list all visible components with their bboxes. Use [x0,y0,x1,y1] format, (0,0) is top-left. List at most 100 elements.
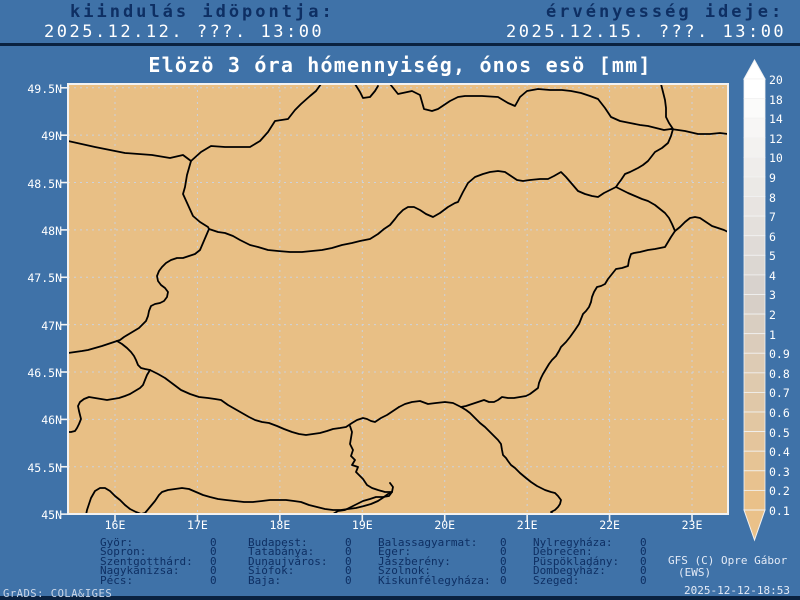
station-value: 0 [640,564,647,578]
colorbar-segment [743,372,766,393]
station-name: Balassagyarmat: [378,536,478,549]
lon-tick-label: 19E [351,518,373,532]
colorbar-tick-label: 0.2 [769,484,790,499]
station-value: 0 [210,573,217,587]
valid-time-value: 2025.12.15. ???. 13:00 [506,22,787,42]
station-value: 0 [500,545,507,559]
lon-tick-label: 16E [104,518,126,532]
colorbar-tick-label: 0.8 [769,366,790,381]
colorbar-segment [743,392,766,413]
station-value: 0 [210,545,217,559]
graticule-grid [68,84,728,514]
colorbar-tick-label: 0.7 [769,386,790,401]
lat-tick-label: 45N [41,508,62,523]
colorbar-segment [743,78,766,99]
station-name: Szentgotthárd: [100,554,193,568]
lon-tick-label: 23E [681,518,703,532]
chart-title: Elözö 3 óra hómennyiség, ónos esö [mm] [148,53,652,77]
colorbar-tick-label: 3 [769,288,776,303]
lon-tick-label: 18E [269,518,291,532]
station-name: Dombegyház: [533,564,606,578]
colorbar-tick-label: 6 [769,229,776,244]
init-time-label: kiindulás idöpontja: [70,2,335,22]
colorbar-tick-label: 7 [769,210,776,225]
lat-tick-label: 47.5N [27,271,62,286]
colorbar-segment [743,235,766,256]
station-value: 0 [345,545,352,559]
colorbar-segment [743,156,766,178]
colorbar-tick-label: 20 [769,73,783,87]
station-value: 0 [500,564,507,578]
station-name: Baja: [248,573,282,587]
colorbar-segment [743,313,766,335]
station-value: 0 [640,536,647,549]
map-land [68,84,728,514]
station-name: Jászberény: [378,554,451,568]
lat-tick-label: 48.5N [27,176,62,191]
station-value: 0 [500,554,507,568]
colorbar-segment [743,254,766,276]
map-frame [67,83,729,515]
colorbar-tick-label: 2 [769,308,776,323]
colorbar-segment [743,333,766,354]
colorbar-segment [743,411,766,433]
render-timestamp: 2025-12-12-18:53 [684,584,790,597]
colorbar-segment [743,294,766,315]
colorbar-tick-label: 1 [769,327,776,342]
station-name: Györ: [100,536,134,549]
colorbar-tick-label: 8 [769,190,776,205]
colorbar-segment [743,431,766,452]
station-value: 0 [210,536,217,549]
colorbar-tick-label: 0.6 [769,406,790,421]
station-value: 0 [345,554,352,568]
lon-tick-label: 20E [434,518,456,532]
colorbar-tick-label: 0.3 [769,464,790,479]
lat-tick-label: 48N [41,223,62,238]
station-name: Nagykanizsa: [100,564,180,578]
colorbar-top-arrow [743,58,766,80]
station-value: 0 [210,554,217,568]
station-name: Tatabánya: [248,545,315,559]
lat-tick-label: 49.5N [27,81,62,96]
station-value: 0 [345,564,352,578]
colorbar-segment [743,470,766,491]
station-name: Püspökladány: [533,554,620,568]
axis-ticks [61,87,693,521]
colorbar-tick-label: 10 [769,151,783,166]
station-value: 0 [640,554,647,568]
lon-tick-label: 21E [516,518,538,532]
colorbar-segment [743,176,766,197]
station-name: Pécs: [100,573,134,587]
valid-time-label: érvényesség ideje: [546,2,785,22]
country-borders [68,84,728,514]
colorbar-tick-label: 4 [769,268,776,283]
colorbar-segment [743,450,766,472]
colorbar-tick-label: 0.5 [769,425,790,440]
station-value: 0 [345,536,352,549]
lon-tick-label: 17E [187,518,208,532]
colorbar [743,58,766,542]
station-name: Sopron: [100,545,147,559]
colorbar-tick-label: 0.9 [769,347,790,362]
lat-tick-label: 45.5N [27,460,62,475]
colorbar-tick-label: 0.1 [769,503,790,518]
station-name: Szolnok: [378,564,431,578]
top-separator-band [0,43,800,46]
station-value: 0 [640,545,647,559]
colorbar-segment [743,196,766,217]
station-value: 0 [500,536,507,549]
lat-tick-label: 46.5N [27,366,62,381]
station-name: Szeged: [533,573,580,587]
station-value: 0 [345,573,352,587]
colorbar-tick-label: 18 [769,92,783,107]
station-name: Siófok: [248,564,295,578]
grads-stamp: GrADS: COLA&IGES [3,588,113,600]
station-name: Kiskunfélegyháza: [378,573,491,587]
colorbar-tick-label: 12 [769,131,783,146]
station-name: Nylregyháza: [533,536,613,549]
colorbar-bottom-arrow [743,509,766,542]
model-credit-line: GFS (C) Opre Gábor [668,554,788,567]
lat-tick-label: 47N [41,318,62,333]
